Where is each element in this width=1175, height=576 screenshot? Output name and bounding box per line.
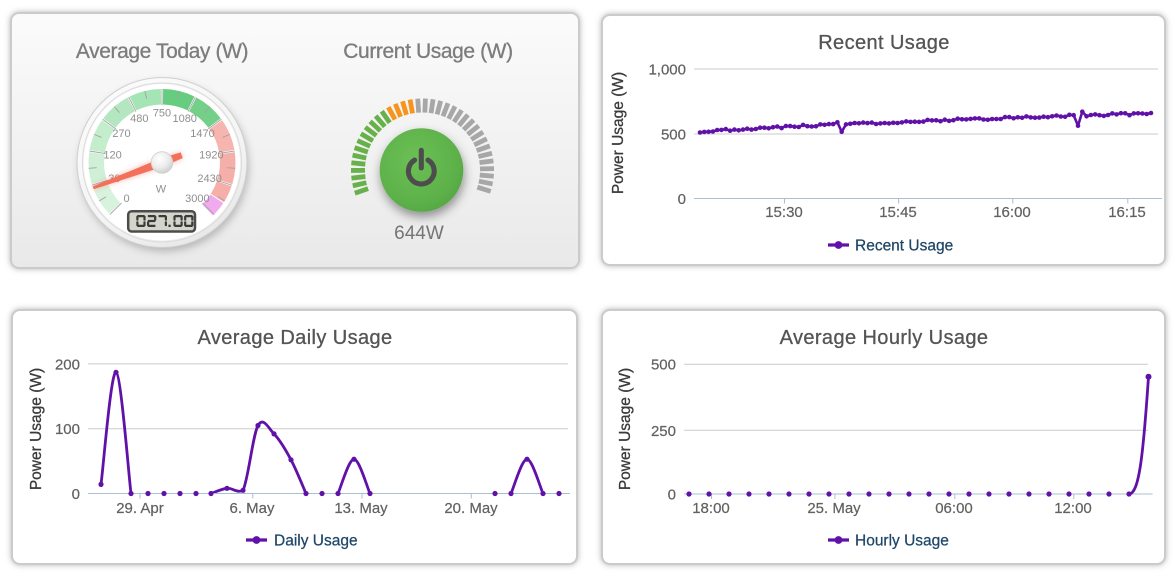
svg-text:500: 500: [661, 127, 686, 144]
svg-text:29. Apr: 29. Apr: [116, 500, 164, 517]
svg-text:200: 200: [55, 356, 80, 373]
svg-text:0: 0: [678, 191, 686, 208]
svg-text:15:30: 15:30: [765, 204, 803, 221]
svg-text:Average Daily Usage: Average Daily Usage: [197, 327, 392, 349]
svg-text:120: 120: [103, 150, 121, 162]
svg-text:Recent Usage: Recent Usage: [818, 32, 950, 54]
svg-text:1470: 1470: [190, 128, 214, 140]
svg-text:480: 480: [130, 113, 148, 125]
svg-text:3000: 3000: [185, 193, 209, 205]
svg-text:Power Usage (W): Power Usage (W): [28, 368, 45, 490]
svg-text:1080: 1080: [172, 113, 196, 125]
svg-text:15:45: 15:45: [879, 204, 917, 221]
svg-text:18:00: 18:00: [692, 500, 730, 517]
svg-text:750: 750: [153, 108, 171, 120]
svg-text:100: 100: [55, 421, 80, 438]
svg-text:W: W: [156, 184, 167, 196]
svg-text:0: 0: [72, 486, 80, 503]
svg-text:Power Usage (W): Power Usage (W): [610, 72, 627, 194]
svg-text:1920: 1920: [199, 150, 223, 162]
svg-text:20. May: 20. May: [444, 500, 498, 517]
svg-text:Daily Usage: Daily Usage: [274, 533, 358, 550]
svg-text:250: 250: [651, 423, 676, 440]
svg-text:Recent Usage: Recent Usage: [855, 238, 953, 255]
svg-text:25. May: 25. May: [807, 500, 861, 517]
svg-text:06:00: 06:00: [935, 500, 973, 517]
svg-text:16:15: 16:15: [1108, 204, 1146, 221]
svg-text:500: 500: [651, 357, 676, 374]
svg-text:0: 0: [668, 487, 676, 504]
svg-text:Average Today (W): Average Today (W): [76, 40, 248, 63]
svg-text:0: 0: [124, 193, 130, 205]
svg-text:Current Usage (W): Current Usage (W): [343, 40, 512, 63]
svg-text:644W: 644W: [394, 223, 444, 244]
svg-text:1,000: 1,000: [648, 62, 686, 79]
svg-text:12:00: 12:00: [1054, 500, 1092, 517]
svg-text:Hourly Usage: Hourly Usage: [855, 533, 949, 550]
svg-text:Average Hourly Usage: Average Hourly Usage: [780, 327, 989, 349]
svg-text:16:00: 16:00: [993, 204, 1031, 221]
svg-text:13. May: 13. May: [334, 500, 388, 517]
svg-text:270: 270: [112, 128, 130, 140]
svg-text:2430: 2430: [197, 173, 221, 185]
svg-text:6. May: 6. May: [229, 500, 275, 517]
svg-text:Power Usage (W): Power Usage (W): [617, 368, 634, 490]
